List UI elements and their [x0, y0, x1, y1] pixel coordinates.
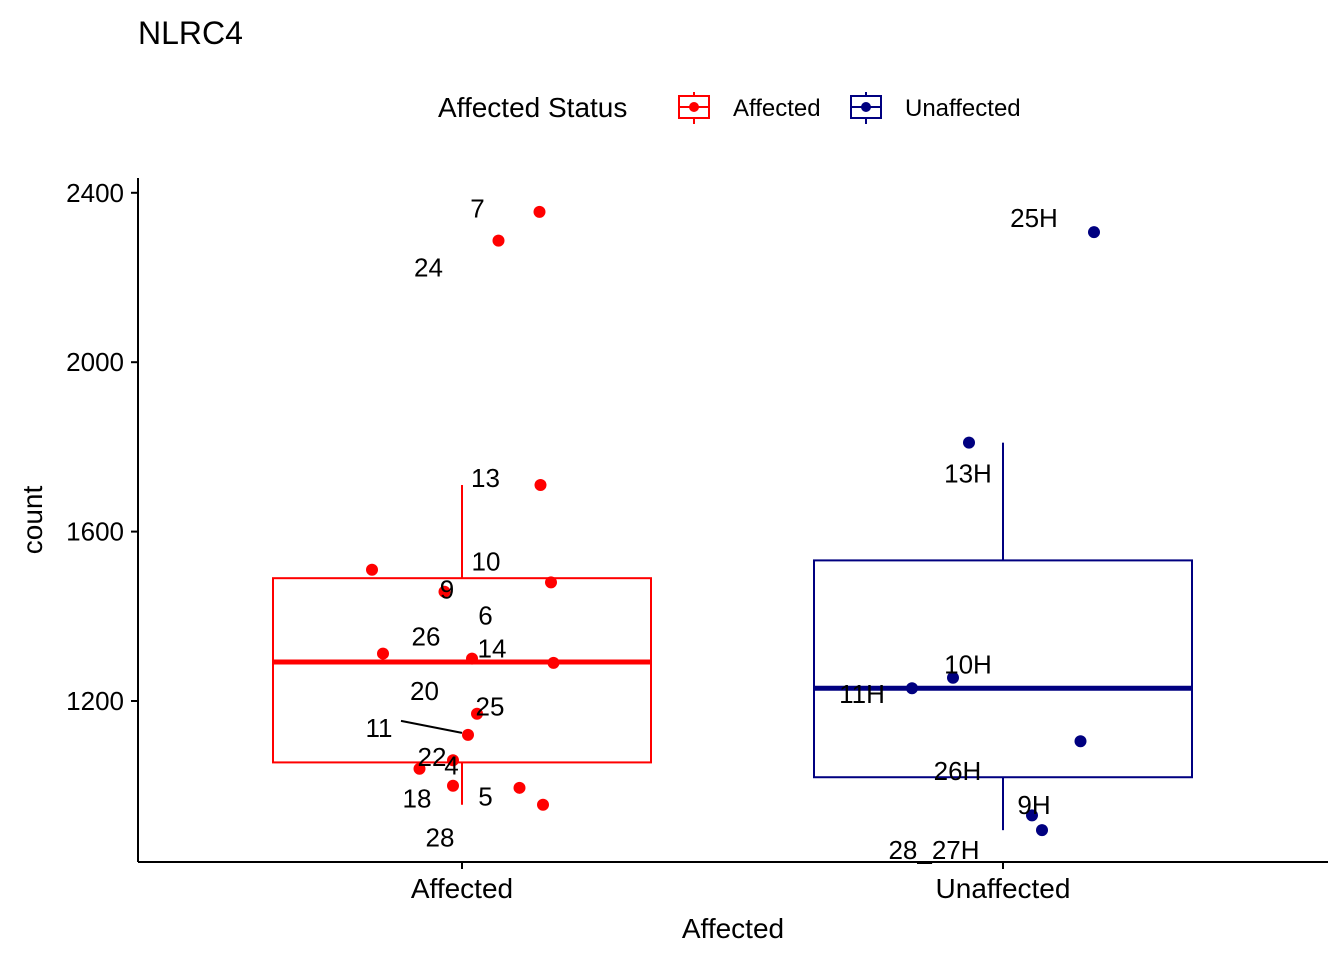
point-label: 20	[410, 676, 439, 706]
point-label: 11H	[839, 679, 885, 709]
x-tick-label: Affected	[411, 873, 513, 904]
point-label: 14	[478, 634, 507, 664]
data-points	[366, 205, 1100, 837]
point-label: 24	[414, 253, 443, 283]
point-label: 28	[426, 823, 455, 853]
point-label: 11	[366, 713, 393, 743]
legend-key-affected	[678, 92, 710, 124]
data-point	[471, 707, 483, 720]
legend: Affected Status Affected Unaffected	[438, 92, 1021, 124]
point-label: 10H	[944, 650, 992, 680]
point-label: 25H	[1010, 203, 1058, 233]
data-point	[534, 479, 547, 492]
data-point	[438, 585, 451, 598]
point-label: 9	[440, 575, 454, 605]
data-point	[492, 234, 505, 247]
data-point	[466, 652, 478, 665]
point-label: 18	[403, 784, 432, 814]
point-label: 28_27H	[888, 835, 979, 865]
point-label: 26H	[934, 756, 982, 786]
box-iqr	[813, 559, 1193, 779]
data-point	[1088, 226, 1100, 239]
point-label: 13	[471, 463, 500, 493]
legend-label-unaffected: Unaffected	[905, 95, 1021, 122]
data-point	[537, 798, 549, 811]
x-axis-ticks: Affected Unaffected	[411, 862, 1071, 904]
point-label: 26	[412, 621, 441, 651]
point-label: 7	[470, 194, 484, 224]
x-tick-label: Unaffected	[936, 873, 1071, 904]
data-point	[906, 682, 918, 695]
point-label: 13H	[944, 459, 992, 489]
data-point	[963, 436, 975, 449]
point-label: 9H	[1017, 790, 1050, 820]
y-tick-label: 1600	[66, 517, 124, 547]
data-point	[366, 563, 378, 576]
point-label: 5	[478, 782, 492, 812]
box-iqr	[272, 577, 652, 764]
data-point	[447, 779, 459, 792]
data-point	[947, 671, 959, 684]
x-axis-title: Affected	[682, 913, 784, 944]
point-label: 22	[418, 742, 447, 772]
y-axis-ticks: 1200 1600 2000 2400	[66, 178, 138, 716]
label-connector	[400, 719, 463, 734]
data-point	[462, 728, 474, 741]
data-point	[447, 754, 459, 767]
data-point	[377, 647, 389, 660]
y-tick-label: 2400	[66, 178, 124, 208]
y-tick-label: 1200	[66, 686, 124, 716]
data-point	[533, 205, 546, 218]
data-point	[545, 576, 557, 589]
legend-label-affected: Affected	[733, 95, 821, 122]
legend-key-unaffected	[850, 92, 882, 124]
data-point	[1074, 735, 1087, 748]
data-point	[547, 656, 560, 669]
legend-title: Affected Status	[438, 92, 627, 123]
point-labels: 7 24 13 10 96 26 14 20 25 11 224 18 5 28 25H 13H 10H 11H 2…	[366, 194, 1058, 865]
data-point	[413, 762, 426, 775]
data-point	[513, 781, 526, 794]
y-tick-label: 2000	[66, 347, 124, 377]
boxplots	[272, 442, 1193, 831]
data-point	[1036, 824, 1048, 837]
y-axis-title: count	[17, 486, 48, 555]
chart-title: NLRC4	[138, 15, 243, 51]
point-label: 6	[478, 601, 492, 631]
data-point	[1026, 809, 1038, 822]
point-label: 25	[476, 692, 505, 722]
point-label: 10	[472, 546, 501, 576]
point-label: 4	[444, 751, 458, 781]
